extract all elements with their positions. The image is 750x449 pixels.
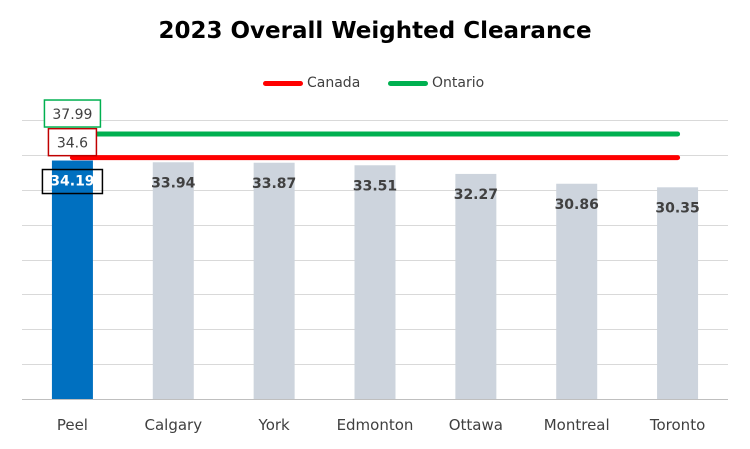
- tick-label-york: York: [258, 416, 291, 434]
- tick-label-toronto: Toronto: [649, 416, 705, 434]
- legend-item-canada: Canada: [263, 73, 360, 93]
- tick-label-montreal: Montreal: [544, 416, 610, 434]
- legend-label-ontario: Ontario: [432, 75, 485, 91]
- ref-label-canada: 34.6: [57, 136, 88, 152]
- data-label-toronto: 30.35: [655, 200, 699, 216]
- data-label-peel: 34.19: [50, 174, 94, 190]
- data-label-calgary: 33.94: [151, 175, 196, 191]
- bar-montreal: [556, 183, 598, 399]
- bar-toronto: [657, 187, 699, 399]
- bar-edmonton: [354, 165, 396, 399]
- bar-calgary: [152, 162, 194, 399]
- data-label-york: 33.87: [252, 176, 296, 192]
- ref-label-box-canada: [47, 127, 98, 157]
- ref-label-box-ontario: [43, 99, 102, 128]
- legend-item-ontario: Ontario: [388, 73, 484, 93]
- tick-label-edmonton: Edmonton: [337, 416, 414, 434]
- bar-ottawa: [455, 173, 497, 399]
- data-label-montreal: 30.86: [555, 197, 599, 213]
- ref-label-ontario: 37.99: [52, 107, 92, 123]
- chart-title: 2023 Overall Weighted Clearance: [158, 18, 592, 44]
- data-label-edmonton: 33.51: [353, 178, 397, 194]
- tick-label-ottawa: Ottawa: [449, 416, 503, 434]
- chart-legend: Canada Ontario: [0, 73, 750, 93]
- data-label-box-peel: [41, 168, 104, 195]
- legend-swatch-canada: [263, 80, 303, 86]
- tick-label-peel: Peel: [57, 416, 88, 434]
- tick-label-calgary: Calgary: [144, 416, 202, 434]
- bar-york: [253, 162, 295, 399]
- legend-label-canada: Canada: [307, 75, 361, 91]
- legend-swatch-ontario: [388, 80, 428, 86]
- bar-peel: [51, 160, 93, 399]
- data-label-ottawa: 32.27: [454, 187, 498, 203]
